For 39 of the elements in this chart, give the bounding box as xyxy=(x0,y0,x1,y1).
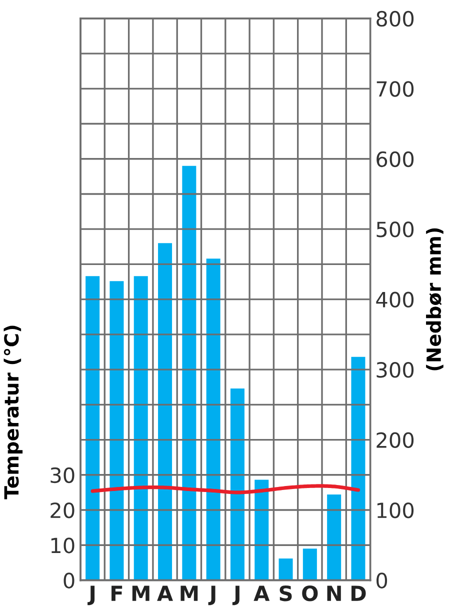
y-tick-label: 30 xyxy=(50,467,74,484)
x-tick-label: A xyxy=(254,586,270,601)
x-tick-label: M xyxy=(132,586,150,601)
y-tick-label: 10 xyxy=(51,538,74,554)
x-tick-label: S xyxy=(280,585,292,602)
bar xyxy=(230,388,244,580)
x-tick-label: A xyxy=(157,586,173,601)
bar xyxy=(302,548,317,580)
y2-tick-label: 400 xyxy=(376,292,414,308)
y2-axis-title: (Nedbør mm) xyxy=(426,228,444,370)
bar xyxy=(158,243,172,580)
y-tick-label: 0 xyxy=(64,572,74,588)
y2-tick-label: 200 xyxy=(376,432,414,448)
x-tick-label: N xyxy=(327,586,341,601)
y2-tick-label: 800 xyxy=(376,10,414,27)
x-tick-label: F xyxy=(112,586,122,601)
bar xyxy=(182,166,196,580)
y2-tick-label: 0 xyxy=(376,572,388,588)
bar xyxy=(254,480,269,580)
x-tick-label: J xyxy=(208,586,216,606)
y2-tick-label: 600 xyxy=(376,151,414,168)
bar xyxy=(327,494,342,580)
bar xyxy=(278,558,293,580)
bar xyxy=(351,356,366,580)
y2-tick-label: 700 xyxy=(376,81,414,97)
y-tick-label: 20 xyxy=(50,502,74,518)
y-axis-title: Temperatur (°C) xyxy=(4,326,23,500)
bar xyxy=(134,276,148,580)
x-tick-label: M xyxy=(180,586,198,601)
x-tick-label: J xyxy=(232,586,240,606)
bar xyxy=(86,276,100,580)
x-tick-label: D xyxy=(351,586,366,601)
y2-tick-label: 500 xyxy=(376,222,414,238)
y2-tick-label: 300 xyxy=(376,362,414,378)
bar xyxy=(110,281,124,580)
y2-tick-label: 100 xyxy=(377,502,414,518)
x-tick-label: J xyxy=(88,586,95,606)
bar xyxy=(206,258,220,580)
x-tick-label: O xyxy=(302,585,318,602)
